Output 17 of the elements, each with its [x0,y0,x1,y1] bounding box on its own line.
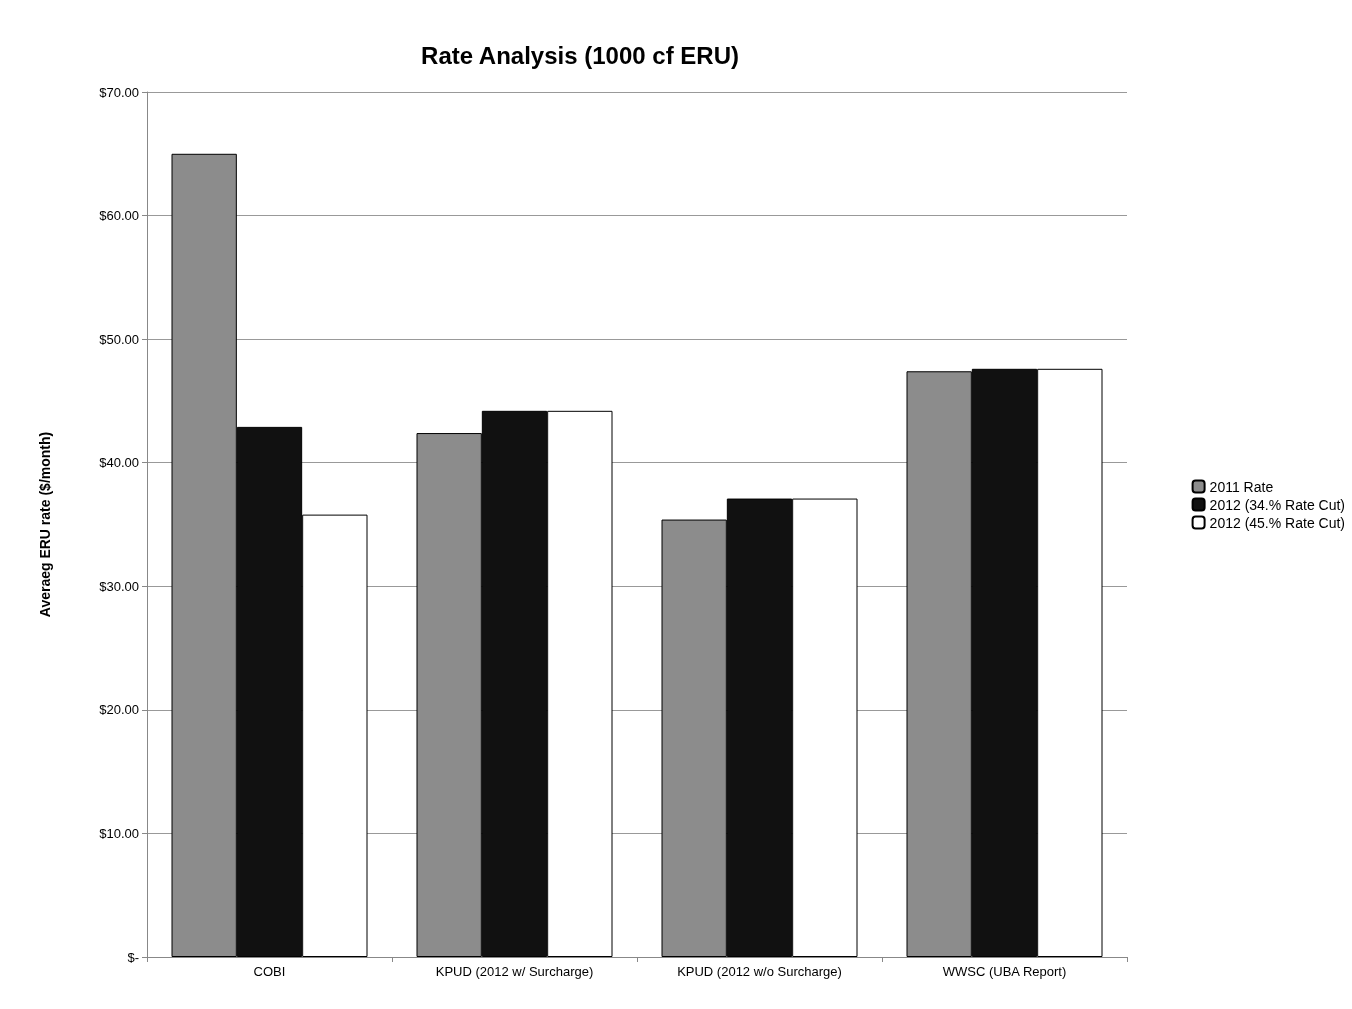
y-tick-label: $70.00 [99,84,139,100]
x-tick-label: COBI [253,964,286,979]
y-tick-label: $40.00 [99,455,139,471]
chart-title: Rate Analysis (1000 cf ERU) [421,41,739,69]
y-tick-label: $50.00 [99,331,139,347]
x-tick-label: KPUD (2012 w/ Surcharge) [435,964,594,979]
x-tick-label: KPUD (2012 w/o Surcharge) [677,964,842,979]
legend-label: 2012 (34.% Rate Cut) [1209,496,1345,513]
y-axis-title: Averaeg ERU rate ($/month) [37,431,53,618]
y-tick-label: $- [127,949,139,965]
y-tick-label: $20.00 [99,702,139,718]
legend-label: 2011 Rate [1209,478,1274,495]
legend-label: 2012 (45.% Rate Cut) [1209,514,1345,531]
y-tick-label: $30.00 [99,578,139,594]
y-tick-label: $10.00 [99,825,139,841]
x-tick-label: WWSC (UBA Report) [942,964,1067,979]
y-tick-label: $60.00 [99,208,139,224]
